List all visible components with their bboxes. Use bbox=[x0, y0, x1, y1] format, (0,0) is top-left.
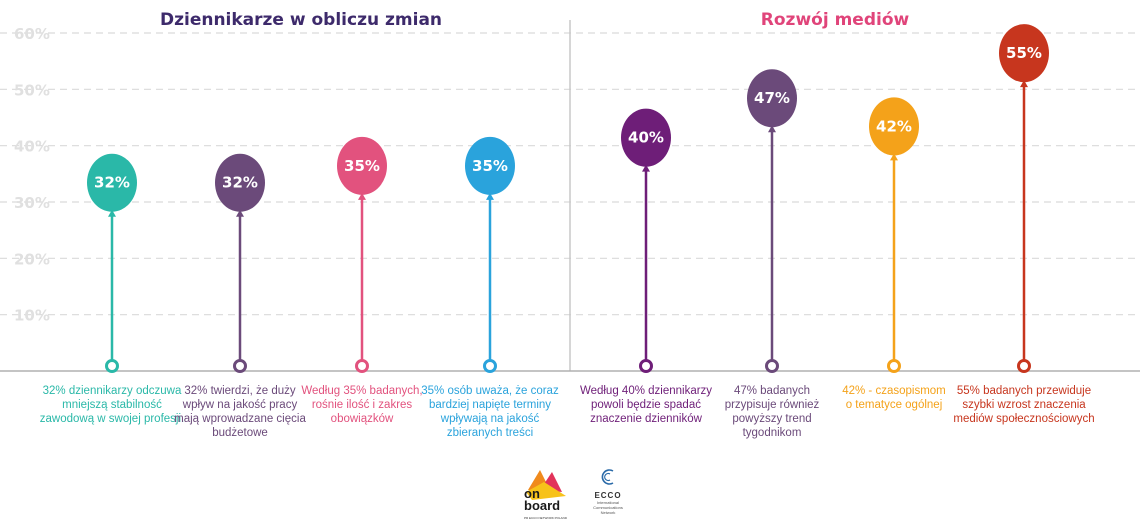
section-title-left: Dziennikarze w obliczu zmian bbox=[160, 10, 442, 30]
balloon-value-label: 32% bbox=[222, 174, 258, 192]
caption-line: powoli będzie spadać bbox=[591, 399, 701, 411]
caption-line: mają wprowadzane cięcia bbox=[174, 413, 306, 425]
y-tick-label: 30% bbox=[14, 194, 50, 212]
balloon-knot bbox=[642, 164, 650, 172]
balloon-value-label: 42% bbox=[876, 117, 912, 135]
caption-line: 42% - czasopismom bbox=[842, 385, 946, 397]
caption-line: powyższy trend bbox=[732, 413, 812, 425]
balloon-anchor bbox=[105, 359, 119, 373]
ecco-globe-icon bbox=[601, 469, 614, 485]
caption-line: budżetowe bbox=[212, 427, 268, 439]
caption-line: obowiązków bbox=[330, 413, 394, 425]
caption-line: o tematyce ogólnej bbox=[845, 399, 943, 411]
balloon-anchor bbox=[639, 359, 653, 373]
caption-line: znaczenie dzienników bbox=[590, 413, 702, 425]
section-title-right: Rozwój mediów bbox=[761, 10, 910, 30]
balloon-knot bbox=[108, 209, 116, 217]
onboard-logo: on board PR ECCO NETWORK POLAND bbox=[522, 468, 568, 520]
balloon-value-label: 35% bbox=[344, 157, 380, 175]
onboard-logo-line1: on bbox=[524, 486, 540, 501]
balloon-knot bbox=[1020, 80, 1028, 88]
balloon bbox=[869, 97, 919, 156]
balloon-caption: 32% dziennikarzy odczuwa mniejszą stabiln… bbox=[37, 384, 187, 426]
caption-line: zawodową w swojej profesji. bbox=[39, 413, 185, 425]
caption-line: mniejszą stabilność bbox=[62, 399, 162, 411]
balloon-caption: 35% osób uważa, że coraz bardziej napięte… bbox=[415, 384, 565, 440]
balloon-anchor bbox=[483, 359, 497, 373]
balloon-value-label: 35% bbox=[472, 157, 508, 175]
caption-line: 47% badanych bbox=[733, 385, 811, 397]
balloon-value-label: 55% bbox=[1006, 44, 1042, 62]
caption-line: wpływ na jakość pracy bbox=[182, 399, 298, 411]
balloon-caption: 42% - czasopismom o tematyce ogólnej bbox=[819, 384, 969, 412]
y-tick-label: 10% bbox=[14, 307, 50, 325]
onboard-logo-icon bbox=[526, 470, 566, 500]
balloon-anchor bbox=[887, 359, 901, 373]
balloons: 32% 32% 35% 35% 40% 47% 42% 55% bbox=[87, 24, 1049, 373]
balloon-caption: 32% twierdzi, że duży wpływ na jakość pra… bbox=[165, 384, 315, 440]
caption-line: 55% badanych przewiduje bbox=[956, 385, 1092, 397]
balloon bbox=[465, 136, 515, 195]
balloon-anchor bbox=[1017, 359, 1031, 373]
caption-line: mediów społecznościowych bbox=[953, 413, 1095, 425]
ecco-tagline-2: Communications bbox=[593, 505, 623, 510]
y-axis-ticks: 10% 20% 30% 40% 50% 60% bbox=[14, 25, 50, 325]
balloon-knot bbox=[486, 192, 494, 200]
ecco-logo: ECCO International Communications Networ… bbox=[588, 468, 628, 522]
balloon-caption: Według 35% badanych, rośnie ilość i zakre… bbox=[287, 384, 437, 426]
balloon bbox=[87, 153, 137, 212]
caption-line: wpływają na jakość bbox=[440, 413, 540, 425]
onboard-logo-line3: PR ECCO NETWORK POLAND bbox=[524, 516, 568, 520]
balloon-knot bbox=[236, 209, 244, 217]
y-tick-label: 60% bbox=[14, 25, 50, 43]
caption-line: 35% osób uważa, że coraz bbox=[421, 385, 559, 397]
balloon-knot bbox=[890, 153, 898, 161]
onboard-logo-line2: board bbox=[524, 498, 561, 513]
caption-line: szybki wzrost znaczenia bbox=[962, 399, 1086, 411]
balloon bbox=[621, 108, 671, 167]
balloon bbox=[999, 24, 1049, 83]
balloon-caption: 47% badanych przypisuje również powyższy t… bbox=[697, 384, 847, 440]
ecco-tagline-1: International bbox=[596, 500, 619, 505]
y-tick-label: 50% bbox=[14, 81, 50, 99]
caption-line: przypisuje również bbox=[724, 399, 820, 411]
balloon-value-label: 47% bbox=[754, 89, 790, 107]
caption-line: bardziej napięte terminy bbox=[428, 399, 552, 411]
caption-line: 32% twierdzi, że duży bbox=[184, 385, 296, 397]
ecco-tagline-3: Network bbox=[600, 510, 616, 515]
caption-line: Według 40% dziennikarzy bbox=[579, 385, 713, 397]
caption-line: Według 35% badanych, bbox=[301, 385, 423, 397]
y-tick-label: 40% bbox=[14, 138, 50, 156]
caption-line: tygodnikom bbox=[742, 427, 802, 439]
balloon-anchor bbox=[765, 359, 779, 373]
balloon-value-label: 40% bbox=[628, 129, 664, 147]
ecco-logo-name: ECCO bbox=[594, 491, 622, 500]
y-tick-label: 20% bbox=[14, 250, 50, 268]
caption-line: 32% dziennikarzy odczuwa bbox=[42, 385, 182, 397]
balloon-anchor bbox=[233, 359, 247, 373]
caption-line: rośnie ilość i zakres bbox=[311, 399, 413, 411]
balloon bbox=[747, 69, 797, 128]
balloon-caption: Według 40% dziennikarzy powoli będzie spa… bbox=[571, 384, 721, 426]
balloon bbox=[337, 136, 387, 195]
caption-line: zbieranych treści bbox=[446, 427, 534, 439]
balloon-knot bbox=[768, 125, 776, 133]
balloon-value-label: 32% bbox=[94, 174, 130, 192]
balloon bbox=[215, 153, 265, 212]
balloon-anchor bbox=[355, 359, 369, 373]
balloon-knot bbox=[358, 192, 366, 200]
balloon-caption: 55% badanych przewiduje szybki wzrost zna… bbox=[949, 384, 1099, 426]
